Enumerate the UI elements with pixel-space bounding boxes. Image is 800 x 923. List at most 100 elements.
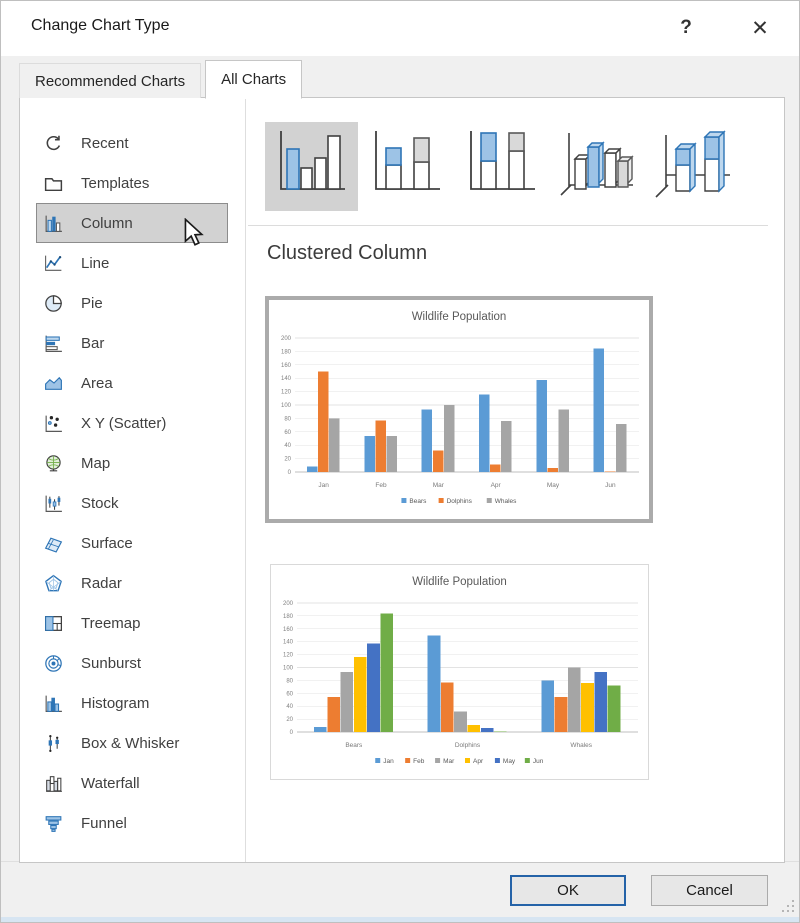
sunburst-chart-icon [43, 652, 65, 674]
recent-icon [43, 132, 65, 154]
ok-button[interactable]: OK [510, 875, 626, 906]
svg-text:180: 180 [283, 614, 294, 620]
svg-text:May: May [503, 758, 516, 765]
surface-chart-icon [43, 532, 65, 554]
sidebar-separator [245, 98, 246, 862]
resize-grip-icon[interactable] [782, 900, 794, 912]
sidebar-item-surface[interactable]: Surface [36, 523, 228, 563]
svg-text:Dolphins: Dolphins [447, 498, 473, 505]
box-whisker-chart-icon [43, 732, 65, 754]
sidebar-item-label: Column [81, 214, 133, 232]
svg-text:Mar: Mar [443, 758, 455, 765]
sidebar-item-scatter[interactable]: X Y (Scatter) [36, 403, 228, 443]
sidebar-item-label: Map [81, 454, 111, 472]
svg-text:Jan: Jan [318, 482, 329, 489]
tab-recommended-charts[interactable]: Recommended Charts [19, 63, 202, 98]
sidebar-item-label: Radar [81, 574, 122, 592]
radar-chart-icon [43, 572, 65, 594]
100-percent-stacked-column-icon [460, 125, 544, 208]
sidebar-item-label: Templates [81, 174, 150, 192]
svg-text:May: May [547, 482, 560, 489]
svg-text:20: 20 [284, 457, 291, 463]
svg-text:Jun: Jun [533, 758, 544, 765]
sidebar-item-histogram[interactable]: Histogram [36, 683, 228, 723]
sidebar-item-label: Waterfall [81, 774, 140, 792]
cancel-button[interactable]: Cancel [651, 875, 768, 906]
sidebar-item-funnel[interactable]: Funnel [36, 803, 228, 843]
subtype-heading: Clustered Column [267, 242, 428, 264]
wildlife-population-chart-by-month: Wildlife Population 0 20 40 60 80 100 120 140 160… [281, 311, 639, 505]
sidebar-item-label: Funnel [81, 814, 127, 832]
subtype-clustered-column[interactable] [265, 122, 358, 211]
svg-text:120: 120 [283, 653, 294, 659]
dialog-title: Change Chart Type [31, 17, 170, 34]
svg-text:100: 100 [281, 403, 292, 409]
histogram-chart-icon [43, 692, 65, 714]
svg-text:140: 140 [281, 376, 292, 382]
svg-text:140: 140 [283, 640, 294, 646]
sidebar-item-label: Treemap [81, 614, 141, 632]
sidebar-item-label: Line [81, 254, 110, 272]
chart-preview-selected[interactable]: Wildlife Population 0 20 40 60 80 100 120 140 160… [265, 296, 653, 523]
sidebar-item-box-whisker[interactable]: Box & Whisker [36, 723, 228, 763]
sidebar-item-area[interactable]: Area [36, 363, 228, 403]
map-globe-icon [43, 452, 65, 474]
help-button[interactable]: ? [680, 17, 692, 38]
subtype-3d-clustered-column[interactable] [550, 122, 643, 211]
tab-all-charts[interactable]: All Charts [205, 60, 303, 99]
sidebar-item-label: Surface [81, 534, 133, 552]
svg-text:60: 60 [284, 430, 291, 436]
close-button[interactable]: ✕ [751, 16, 769, 40]
sidebar-item-radar[interactable]: Radar [36, 563, 228, 603]
svg-text:80: 80 [286, 678, 293, 684]
line-chart-icon [43, 252, 65, 274]
svg-text:180: 180 [281, 349, 292, 355]
subtype-pane: Clustered Column Wildlife Population 0 20 4… [246, 98, 784, 862]
subtype-100-percent-stacked-column[interactable] [455, 122, 548, 211]
svg-text:Mar: Mar [433, 482, 445, 489]
3d-clustered-column-icon [555, 125, 639, 208]
sidebar-item-label: Bar [81, 334, 105, 352]
sidebar-item-templates[interactable]: Templates [36, 163, 228, 203]
mouse-cursor [183, 217, 207, 253]
svg-text:160: 160 [283, 627, 294, 633]
chart-preview-alternate[interactable]: Wildlife Population 0 20 40 60 80 100 120 140 160… [270, 564, 649, 780]
svg-text:Bears: Bears [409, 498, 427, 505]
svg-text:Jun: Jun [605, 482, 616, 489]
dialog-body: Recommended Charts All Charts Recent Tem… [1, 56, 799, 922]
sidebar-item-pie[interactable]: Pie [36, 283, 228, 323]
svg-text:100: 100 [283, 666, 294, 672]
sidebar-item-sunburst[interactable]: Sunburst [36, 643, 228, 683]
dialog-titlebar: Change Chart Type ? ✕ [1, 1, 799, 56]
sidebar-item-waterfall[interactable]: Waterfall [36, 763, 228, 803]
subtype-3d-stacked-column[interactable] [645, 122, 738, 211]
stacked-column-icon [365, 125, 449, 208]
subtype-gallery [265, 122, 740, 211]
svg-text:Feb: Feb [413, 758, 425, 765]
sidebar-item-label: Box & Whisker [81, 734, 180, 752]
subtype-stacked-column[interactable] [360, 122, 453, 211]
svg-text:0: 0 [288, 470, 292, 476]
bar-chart-icon [43, 332, 65, 354]
content-panel: Recent Templates Column [19, 97, 785, 863]
svg-text:Dolphins: Dolphins [455, 742, 481, 749]
svg-text:Apr: Apr [473, 758, 484, 765]
sidebar-item-recent[interactable]: Recent [36, 123, 228, 163]
stock-chart-icon [43, 492, 65, 514]
sidebar-item-column[interactable]: Column [36, 203, 228, 243]
sidebar-item-stock[interactable]: Stock [36, 483, 228, 523]
sidebar-item-treemap[interactable]: Treemap [36, 603, 228, 643]
svg-text:40: 40 [286, 704, 293, 710]
gallery-divider [248, 225, 768, 226]
sidebar-item-map[interactable]: Map [36, 443, 228, 483]
funnel-chart-icon [43, 812, 65, 834]
sidebar-item-bar[interactable]: Bar [36, 323, 228, 363]
svg-text:40: 40 [284, 443, 291, 449]
svg-text:Wildlife Population: Wildlife Population [412, 576, 507, 588]
svg-text:Bears: Bears [345, 742, 363, 749]
sidebar-item-label: Pie [81, 294, 103, 312]
svg-text:200: 200 [283, 601, 294, 607]
svg-text:Whales: Whales [495, 498, 517, 505]
svg-text:Apr: Apr [491, 482, 502, 489]
sidebar-item-line[interactable]: Line [36, 243, 228, 283]
